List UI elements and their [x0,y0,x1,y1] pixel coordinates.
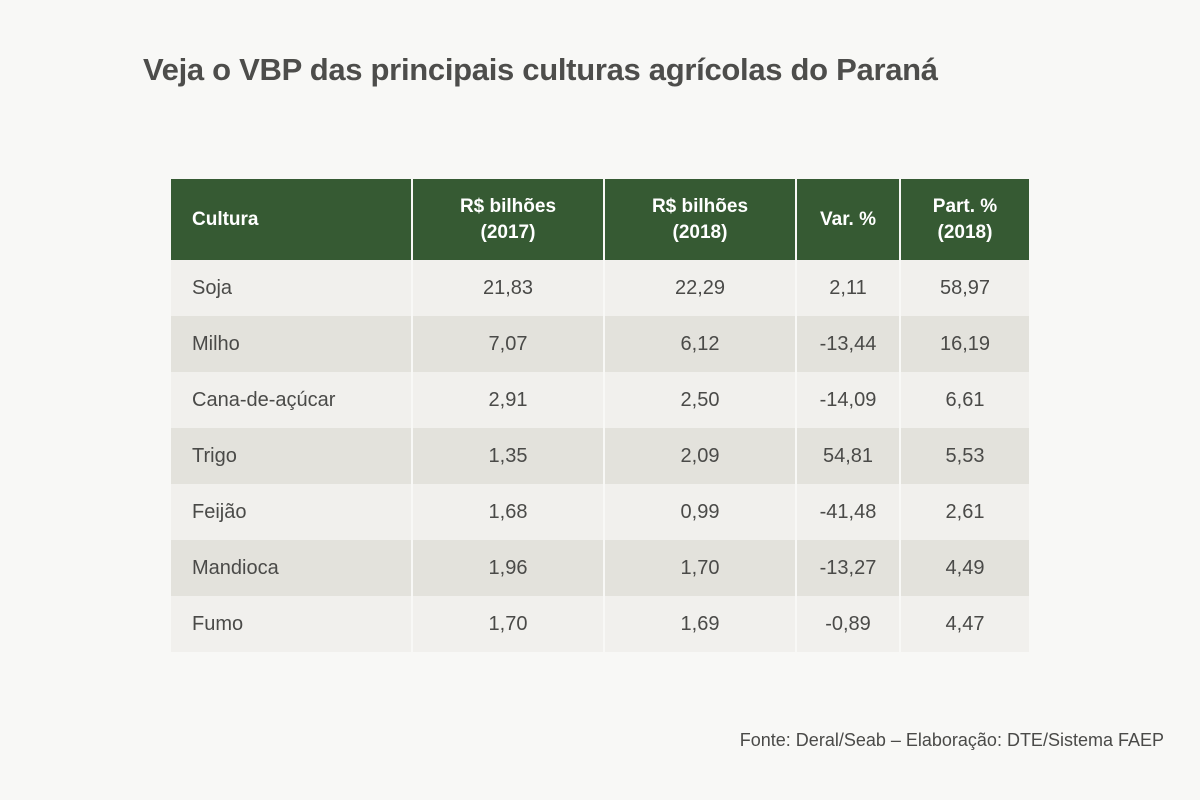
table-row: Fumo 1,70 1,69 -0,89 4,47 [171,596,1029,652]
cell-var: -13,27 [795,540,900,596]
cell-var: -14,09 [795,372,900,428]
header-sublabel: (2017) [480,221,536,243]
cell-var: -13,44 [795,316,900,372]
header-vbp-2017: R$ bilhões (2017) [411,179,604,260]
header-sublabel: (2018) [672,221,728,243]
cell-vbp-2018: 1,70 [603,540,796,596]
cell-vbp-2018: 6,12 [603,316,796,372]
cell-vbp-2017: 1,70 [411,596,604,652]
cell-cultura: Milho [171,316,412,372]
header-sublabel: (2018) [937,221,993,243]
header-label: Var. % [820,208,876,230]
header-label: Cultura [192,208,259,230]
vbp-table: Cultura R$ bilhões (2017) R$ bilhões (20… [171,179,1029,652]
cell-vbp-2017: 1,96 [411,540,604,596]
cell-vbp-2017: 2,91 [411,372,604,428]
table-row: Milho 7,07 6,12 -13,44 16,19 [171,316,1029,372]
cell-part: 5,53 [899,428,1029,484]
header-label: Part. % [932,195,998,217]
table-row: Trigo 1,35 2,09 54,81 5,53 [171,428,1029,484]
cell-cultura: Mandioca [171,540,412,596]
cell-part: 58,97 [899,260,1029,316]
page-title: Veja o VBP das principais culturas agríc… [143,52,938,87]
cell-var: 54,81 [795,428,900,484]
header-var: Var. % [795,179,900,260]
cell-vbp-2017: 21,83 [411,260,604,316]
cell-part: 4,47 [899,596,1029,652]
cell-vbp-2018: 0,99 [603,484,796,540]
source-note: Fonte: Deral/Seab – Elaboração: DTE/Sist… [739,730,1164,750]
header-part: Part. % (2018) [899,179,1029,260]
cell-vbp-2017: 1,68 [411,484,604,540]
cell-part: 6,61 [899,372,1029,428]
table-header-row: Cultura R$ bilhões (2017) R$ bilhões (20… [171,179,1029,260]
table-body: Soja 21,83 22,29 2,11 58,97 Milho 7,07 6… [171,260,1029,652]
cell-vbp-2018: 2,50 [603,372,796,428]
cell-cultura: Soja [171,260,412,316]
cell-part: 4,49 [899,540,1029,596]
table-row: Soja 21,83 22,29 2,11 58,97 [171,260,1029,316]
cell-cultura: Trigo [171,428,412,484]
cell-part: 2,61 [899,484,1029,540]
table-row: Feijão 1,68 0,99 -41,48 2,61 [171,484,1029,540]
cell-vbp-2018: 2,09 [603,428,796,484]
header-label: R$ bilhões [651,195,749,217]
table-row: Mandioca 1,96 1,70 -13,27 4,49 [171,540,1029,596]
cell-part: 16,19 [899,316,1029,372]
cell-var: -41,48 [795,484,900,540]
cell-vbp-2018: 1,69 [603,596,796,652]
header-label: R$ bilhões [459,195,557,217]
cell-var: -0,89 [795,596,900,652]
cell-vbp-2017: 7,07 [411,316,604,372]
cell-var: 2,11 [795,260,900,316]
header-vbp-2018: R$ bilhões (2018) [603,179,796,260]
cell-cultura: Fumo [171,596,412,652]
cell-vbp-2018: 22,29 [603,260,796,316]
cell-cultura: Cana-de-açúcar [171,372,412,428]
table-row: Cana-de-açúcar 2,91 2,50 -14,09 6,61 [171,372,1029,428]
cell-vbp-2017: 1,35 [411,428,604,484]
vbp-table-container: Cultura R$ bilhões (2017) R$ bilhões (20… [171,179,1029,652]
cell-cultura: Feijão [171,484,412,540]
header-cultura: Cultura [171,179,412,260]
